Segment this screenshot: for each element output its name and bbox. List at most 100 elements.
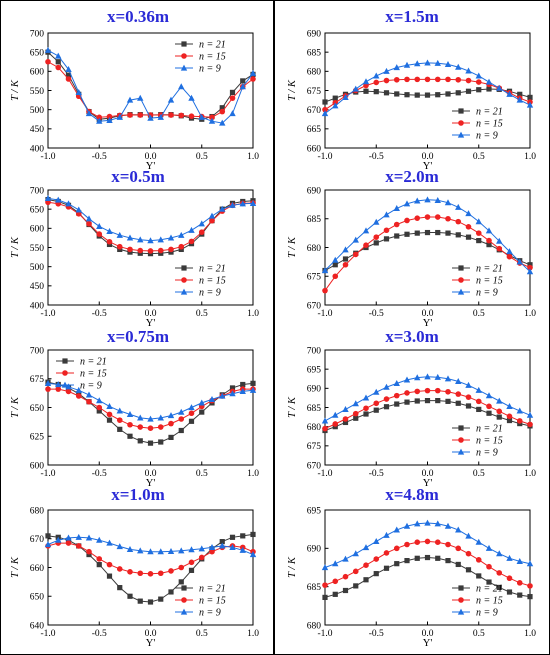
x-tick-label: 0.0 xyxy=(422,152,434,162)
y-tick-label: 670 xyxy=(307,106,322,116)
data-point xyxy=(106,539,113,546)
data-point xyxy=(414,555,420,561)
data-point xyxy=(414,92,420,98)
data-point xyxy=(342,261,349,268)
data-point xyxy=(414,520,421,527)
data-point xyxy=(414,539,421,545)
data-point xyxy=(496,584,502,591)
data-point xyxy=(383,383,390,390)
y-tick-label: 700 xyxy=(307,346,322,356)
data-point xyxy=(362,394,370,401)
data-point xyxy=(198,113,205,120)
data-point xyxy=(373,388,380,395)
data-point xyxy=(444,522,452,529)
data-point xyxy=(373,407,379,413)
data-point xyxy=(486,563,492,570)
data-point xyxy=(424,229,431,236)
data-point xyxy=(527,262,533,268)
data-point xyxy=(168,589,174,595)
data-point xyxy=(158,439,164,445)
data-point xyxy=(45,58,51,65)
y-axis-label: T / K xyxy=(10,236,21,258)
series-triangle xyxy=(44,533,257,558)
data-point xyxy=(342,256,349,262)
data-point xyxy=(249,200,257,207)
data-point xyxy=(465,550,472,557)
data-point xyxy=(475,79,482,85)
y-tick-label: 690 xyxy=(307,29,322,39)
data-point xyxy=(188,567,195,573)
panel-title: x=0.36m xyxy=(107,7,169,26)
data-point xyxy=(353,415,359,421)
y-tick-label: 685 xyxy=(307,583,322,593)
legend-label: n = 15 xyxy=(476,276,503,287)
data-point xyxy=(424,196,431,203)
y-tick-label: 600 xyxy=(30,461,45,471)
y-tick-label: 400 xyxy=(30,144,45,154)
data-point xyxy=(116,243,123,250)
x-tick-label: -1.0 xyxy=(40,152,55,162)
legend-label: n = 9 xyxy=(199,288,221,299)
y-tick-label: 660 xyxy=(307,144,322,154)
data-point xyxy=(229,390,236,397)
data-point xyxy=(178,564,185,571)
data-point xyxy=(65,66,72,73)
legend-label: n = 15 xyxy=(476,596,503,607)
data-point xyxy=(373,72,380,79)
y-tick-label: 680 xyxy=(30,506,45,516)
data-point xyxy=(527,583,533,589)
data-point xyxy=(86,398,92,405)
y-axis-label: T / K xyxy=(10,556,21,578)
data-point xyxy=(465,77,472,84)
y-tick-label: 650 xyxy=(30,205,45,215)
data-point xyxy=(106,417,113,423)
data-point xyxy=(414,215,421,221)
data-point xyxy=(516,418,523,424)
data-point xyxy=(455,203,462,210)
legend-marker xyxy=(458,437,464,443)
legend-marker xyxy=(180,64,188,71)
data-point xyxy=(106,238,113,245)
data-point xyxy=(322,287,328,294)
data-point xyxy=(75,393,82,399)
column-divider xyxy=(273,0,275,655)
data-point xyxy=(178,83,185,90)
data-point xyxy=(363,405,369,412)
data-point xyxy=(65,388,72,395)
data-point xyxy=(496,237,503,244)
data-point xyxy=(116,543,123,550)
data-point xyxy=(322,594,328,600)
legend-label: n = 15 xyxy=(199,52,226,63)
chart-panel-6: x=3.0m 670 675 680 685 690 695 700 -1.0 -0.5 0.0 0.… xyxy=(287,327,536,489)
data-point xyxy=(219,119,226,126)
y-tick-label: 685 xyxy=(307,404,322,414)
legend-marker xyxy=(62,370,68,376)
data-point xyxy=(96,114,103,121)
data-point xyxy=(394,401,400,407)
data-point xyxy=(178,547,185,554)
y-tick-label: 690 xyxy=(307,385,322,395)
y-tick-label: 675 xyxy=(307,87,322,97)
chart-panel-1: x=0.36m 400 450 500 550 600 650 700 -1.0 -0.5 0.0 0… xyxy=(10,7,259,172)
y-tick-label: 690 xyxy=(307,186,322,196)
data-point xyxy=(404,399,410,405)
data-point xyxy=(86,551,92,558)
data-point xyxy=(157,236,164,243)
data-point xyxy=(85,110,93,117)
data-point xyxy=(383,67,390,74)
data-point xyxy=(485,227,493,234)
data-point xyxy=(455,218,462,225)
data-point xyxy=(178,408,185,415)
legend-label: n = 9 xyxy=(199,64,221,75)
data-point xyxy=(188,559,195,566)
data-point xyxy=(147,425,154,432)
y-tick-label: 640 xyxy=(30,621,45,631)
series-triangle xyxy=(44,46,257,126)
data-point xyxy=(208,396,216,403)
x-axis-label: Y' xyxy=(423,638,433,649)
data-point xyxy=(55,196,62,203)
x-tick-label: -0.5 xyxy=(369,152,384,162)
legend: n = 21n = 15n = 9 xyxy=(175,584,226,619)
data-point xyxy=(55,381,62,388)
data-point xyxy=(127,593,133,599)
